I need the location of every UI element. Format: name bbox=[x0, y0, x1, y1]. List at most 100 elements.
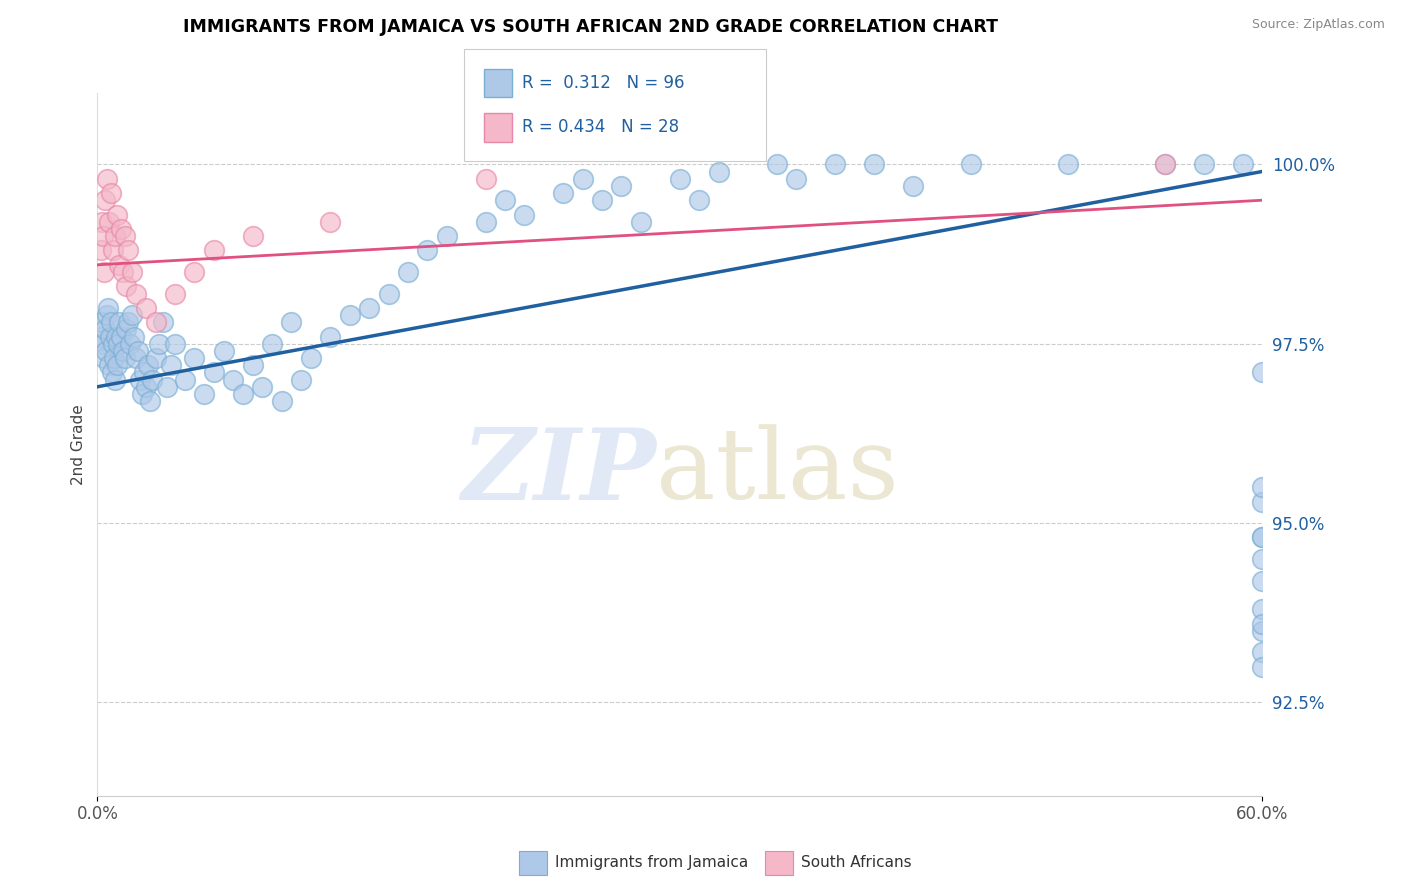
Point bbox=[98, 329, 121, 343]
Point bbox=[765, 157, 787, 171]
Point bbox=[91, 215, 114, 229]
Point bbox=[1251, 366, 1274, 380]
Point bbox=[436, 229, 458, 244]
Point bbox=[396, 265, 419, 279]
Point bbox=[416, 244, 439, 258]
Text: R =  0.312   N = 96: R = 0.312 N = 96 bbox=[522, 74, 685, 92]
Point bbox=[163, 286, 186, 301]
Point bbox=[707, 164, 730, 178]
Point bbox=[121, 308, 143, 322]
Point bbox=[90, 329, 112, 343]
Point bbox=[94, 193, 117, 207]
Point bbox=[377, 286, 399, 301]
Point bbox=[91, 336, 114, 351]
Point bbox=[104, 229, 127, 244]
Point bbox=[93, 351, 115, 365]
Point bbox=[141, 373, 163, 387]
Point bbox=[90, 244, 112, 258]
Point bbox=[1251, 616, 1274, 631]
Point bbox=[222, 373, 245, 387]
Point bbox=[1251, 645, 1274, 659]
Point bbox=[785, 171, 807, 186]
Point bbox=[901, 178, 924, 193]
Point bbox=[101, 244, 124, 258]
Point bbox=[1057, 157, 1080, 171]
Text: Immigrants from Jamaica: Immigrants from Jamaica bbox=[555, 855, 748, 870]
Point bbox=[117, 315, 139, 329]
Point bbox=[183, 351, 205, 365]
Point bbox=[173, 373, 195, 387]
Point bbox=[1232, 157, 1254, 171]
Point bbox=[290, 373, 312, 387]
Point bbox=[107, 258, 129, 272]
Point bbox=[163, 336, 186, 351]
Point bbox=[1251, 531, 1274, 545]
Point bbox=[212, 343, 235, 358]
Point bbox=[111, 265, 134, 279]
Point bbox=[97, 301, 120, 315]
Point bbox=[193, 387, 215, 401]
Point bbox=[104, 373, 127, 387]
Point bbox=[202, 244, 225, 258]
Point bbox=[1192, 157, 1215, 171]
Point bbox=[1251, 494, 1274, 508]
Point bbox=[280, 315, 302, 329]
Point bbox=[100, 186, 122, 200]
Point bbox=[1154, 157, 1177, 171]
Point bbox=[668, 171, 690, 186]
Point bbox=[145, 351, 167, 365]
Point bbox=[105, 358, 128, 372]
Point bbox=[94, 343, 117, 358]
Point bbox=[1251, 602, 1274, 616]
Point bbox=[960, 157, 983, 171]
Point bbox=[125, 351, 148, 365]
Point bbox=[1251, 659, 1274, 673]
Text: Source: ZipAtlas.com: Source: ZipAtlas.com bbox=[1251, 18, 1385, 31]
Point bbox=[115, 322, 138, 336]
Point bbox=[110, 329, 132, 343]
Point bbox=[1251, 480, 1274, 494]
Point bbox=[339, 308, 361, 322]
Point bbox=[513, 208, 536, 222]
Point bbox=[1251, 624, 1274, 638]
Point bbox=[127, 343, 149, 358]
Point bbox=[91, 229, 114, 244]
Point bbox=[610, 178, 633, 193]
Point bbox=[571, 171, 593, 186]
Point bbox=[107, 336, 129, 351]
Point bbox=[121, 265, 143, 279]
Point bbox=[125, 286, 148, 301]
Point bbox=[183, 265, 205, 279]
Point bbox=[122, 329, 145, 343]
Point bbox=[93, 265, 115, 279]
Point bbox=[494, 193, 516, 207]
Point bbox=[1251, 531, 1274, 545]
Point bbox=[117, 244, 139, 258]
Point bbox=[1154, 157, 1177, 171]
Text: IMMIGRANTS FROM JAMAICA VS SOUTH AFRICAN 2ND GRADE CORRELATION CHART: IMMIGRANTS FROM JAMAICA VS SOUTH AFRICAN… bbox=[183, 18, 998, 36]
Text: ZIP: ZIP bbox=[461, 424, 657, 521]
Point bbox=[98, 358, 121, 372]
Point bbox=[131, 387, 153, 401]
Point bbox=[136, 358, 159, 372]
Point bbox=[299, 351, 322, 365]
Point bbox=[474, 215, 496, 229]
Point bbox=[104, 329, 127, 343]
Point bbox=[824, 157, 846, 171]
Point bbox=[114, 351, 136, 365]
Point bbox=[98, 215, 121, 229]
Point bbox=[115, 279, 138, 293]
Point bbox=[160, 358, 183, 372]
Point bbox=[110, 222, 132, 236]
Point bbox=[1251, 552, 1274, 566]
Point bbox=[111, 343, 134, 358]
Text: atlas: atlas bbox=[657, 425, 900, 520]
Point bbox=[202, 366, 225, 380]
Point bbox=[101, 366, 124, 380]
Point bbox=[103, 351, 125, 365]
Point bbox=[242, 358, 264, 372]
Point bbox=[862, 157, 884, 171]
Point bbox=[591, 193, 613, 207]
Point bbox=[135, 380, 157, 394]
Point bbox=[101, 336, 124, 351]
